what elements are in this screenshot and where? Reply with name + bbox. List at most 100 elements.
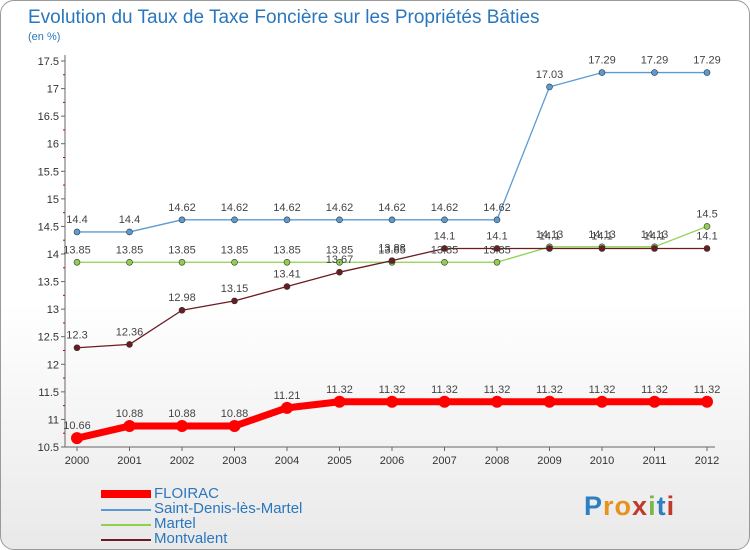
data-label-floirac: 11.32 [536, 384, 563, 396]
data-point-montvalent [178, 306, 186, 314]
data-label-floirac: 11.32 [326, 384, 353, 396]
data-label-montvalent: 12.3 [66, 330, 87, 342]
x-tick-label: 2000 [65, 455, 89, 467]
data-label-montvalent: 13.15 [221, 283, 249, 295]
data-label-floirac: 11.32 [431, 384, 458, 396]
data-label-saint-denis-les-martel: 14.4 [119, 214, 140, 226]
data-label-martel: 13.85 [273, 244, 301, 256]
data-label-martel: 13.85 [431, 244, 459, 256]
data-point-montvalent [283, 283, 291, 290]
data-label-floirac: 11.32 [379, 384, 406, 396]
data-label-saint-denis-les-martel: 14.62 [483, 202, 511, 214]
data-point-montvalent [126, 341, 133, 348]
data-label-saint-denis-les-martel: 14.62 [431, 202, 459, 214]
data-point-saint-denis-les-martel [546, 83, 553, 91]
data-label-saint-denis-les-martel: 17.29 [588, 55, 616, 67]
data-label-saint-denis-les-martel: 14.62 [168, 202, 196, 214]
data-label-martel: 14.13 [641, 229, 669, 241]
data-point-martel [178, 258, 186, 266]
data-label-floirac: 11.32 [484, 384, 511, 396]
x-tick-label: 2004 [275, 455, 299, 467]
data-point-floirac [543, 395, 556, 408]
data-label-montvalent: 13.88 [378, 243, 406, 255]
x-tick-label: 2003 [222, 455, 246, 467]
y-tick-label: 17.5 [38, 56, 59, 68]
data-label-floirac: 11.32 [589, 384, 616, 396]
x-tick-label: 2007 [432, 455, 456, 467]
data-point-saint-denis-les-martel [703, 69, 711, 76]
y-tick-label: 13.5 [38, 277, 59, 289]
data-label-montvalent: 12.98 [168, 292, 196, 304]
y-tick-label: 14.5 [38, 221, 59, 233]
legend-item-martel: Martel [101, 515, 361, 532]
legend-swatch-floirac [101, 490, 151, 498]
data-point-saint-denis-les-martel [283, 216, 291, 224]
data-point-montvalent [651, 245, 658, 252]
data-label-saint-denis-les-martel: 14.4 [66, 214, 87, 226]
data-label-montvalent: 14.1 [644, 230, 665, 242]
legend-item-montvalent: Montvalent [101, 530, 361, 547]
data-point-montvalent [73, 344, 81, 352]
y-tick-label: 15 [47, 194, 59, 206]
data-point-montvalent [598, 245, 606, 252]
y-tick-label: 11.5 [38, 387, 59, 399]
data-point-floirac [491, 395, 503, 408]
x-tick-label: 2006 [380, 455, 404, 467]
data-point-martel [493, 258, 501, 266]
legend-swatch-saint-denis [101, 509, 151, 511]
data-point-saint-denis-les-martel [651, 69, 658, 76]
data-label-montvalent: 13.41 [273, 269, 301, 281]
data-label-floirac: 11.32 [641, 384, 668, 396]
data-label-martel: 13.85 [483, 244, 511, 256]
x-tick-label: 2012 [695, 455, 719, 467]
data-label-saint-denis-les-martel: 14.62 [326, 202, 354, 214]
data-point-saint-denis-les-martel [73, 228, 81, 236]
x-tick-label: 2001 [117, 455, 141, 467]
data-label-martel: 14.13 [588, 229, 616, 241]
data-label-floirac: 10.88 [221, 408, 249, 420]
data-label-floirac: 11.21 [274, 390, 301, 402]
legend-swatch-montvalent [101, 539, 151, 541]
data-label-montvalent: 12.36 [116, 326, 144, 338]
data-label-martel: 14.13 [536, 229, 564, 241]
legend-swatch-martel [101, 524, 151, 526]
data-point-floirac [701, 395, 713, 408]
data-point-floirac [333, 395, 346, 408]
data-point-saint-denis-les-martel [388, 216, 396, 224]
data-point-martel [231, 258, 238, 266]
data-point-montvalent [441, 245, 448, 252]
unit-label: (en %) [28, 31, 61, 43]
data-label-saint-denis-les-martel: 17.29 [693, 55, 721, 67]
data-point-saint-denis-les-martel [336, 216, 343, 224]
data-point-floirac [648, 395, 661, 408]
data-label-floirac: 11.32 [694, 384, 721, 396]
data-point-floirac [596, 395, 608, 408]
data-point-saint-denis-les-martel [441, 216, 448, 224]
data-point-martel [283, 258, 291, 266]
x-tick-label: 2011 [643, 455, 667, 467]
y-tick-label: 12 [47, 359, 59, 371]
data-label-martel: 13.85 [116, 244, 144, 256]
y-tick-label: 14 [47, 249, 59, 261]
data-point-martel [126, 258, 133, 266]
data-point-saint-denis-les-martel [126, 228, 133, 236]
data-point-montvalent [388, 257, 396, 264]
proxiti-logo: Proxiti [584, 491, 676, 521]
data-label-floirac: 10.88 [116, 408, 144, 420]
chart-title: Evolution du Taux de Taxe Foncière sur l… [28, 7, 540, 28]
data-point-montvalent [493, 245, 501, 252]
data-label-montvalent: 14.1 [486, 230, 507, 242]
x-tick-label: 2002 [170, 455, 194, 467]
data-label-saint-denis-les-martel: 17.29 [641, 55, 669, 67]
data-point-floirac [438, 395, 451, 408]
data-point-montvalent [336, 268, 343, 276]
data-point-saint-denis-les-martel [178, 216, 186, 224]
legend-label-montvalent: Montvalent [154, 530, 228, 547]
data-label-martel: 13.85 [168, 244, 196, 256]
y-tick-label: 17 [47, 84, 59, 96]
series-layer [71, 69, 713, 445]
y-tick-label: 10.5 [38, 442, 59, 454]
data-label-montvalent: 14.1 [434, 230, 455, 242]
